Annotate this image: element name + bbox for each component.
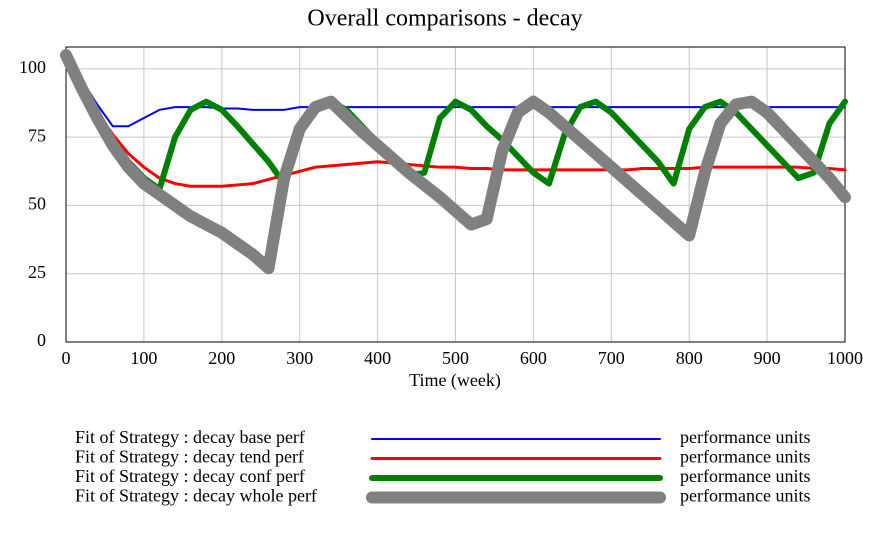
x-tick-label: 600: [520, 348, 547, 368]
legend-units: performance units: [680, 427, 810, 447]
x-axis-label: Time (week): [409, 370, 501, 391]
x-tick-label: 400: [364, 348, 391, 368]
legend-label: Fit of Strategy : decay base perf: [75, 427, 305, 447]
series-line: [60, 49, 851, 275]
legend-label: Fit of Strategy : decay conf perf: [75, 466, 305, 486]
y-tick-label: 75: [28, 125, 46, 145]
legend-units: performance units: [680, 466, 810, 486]
y-tick-label: 100: [19, 57, 46, 77]
legend-units: performance units: [680, 486, 810, 506]
legend-label: Fit of Strategy : decay whole perf: [75, 486, 317, 506]
series-line: [64, 53, 847, 188]
x-tick-label: 100: [130, 348, 157, 368]
legend-label: Fit of Strategy : decay tend perf: [75, 447, 304, 467]
x-tick-label: 300: [286, 348, 313, 368]
x-tick-label: 200: [208, 348, 235, 368]
chart-title: Overall comparisons - decay: [307, 6, 582, 32]
y-tick-label: 0: [37, 330, 46, 350]
legend-units: performance units: [680, 447, 810, 467]
series-line: [63, 52, 848, 193]
y-tick-label: 50: [28, 194, 46, 214]
y-tick-label: 25: [28, 262, 46, 282]
x-tick-label: 0: [62, 348, 71, 368]
x-tick-label: 700: [598, 348, 625, 368]
x-tick-label: 900: [754, 348, 781, 368]
x-tick-label: 1000: [827, 348, 863, 368]
x-tick-label: 800: [676, 348, 703, 368]
x-tick-label: 500: [442, 348, 469, 368]
